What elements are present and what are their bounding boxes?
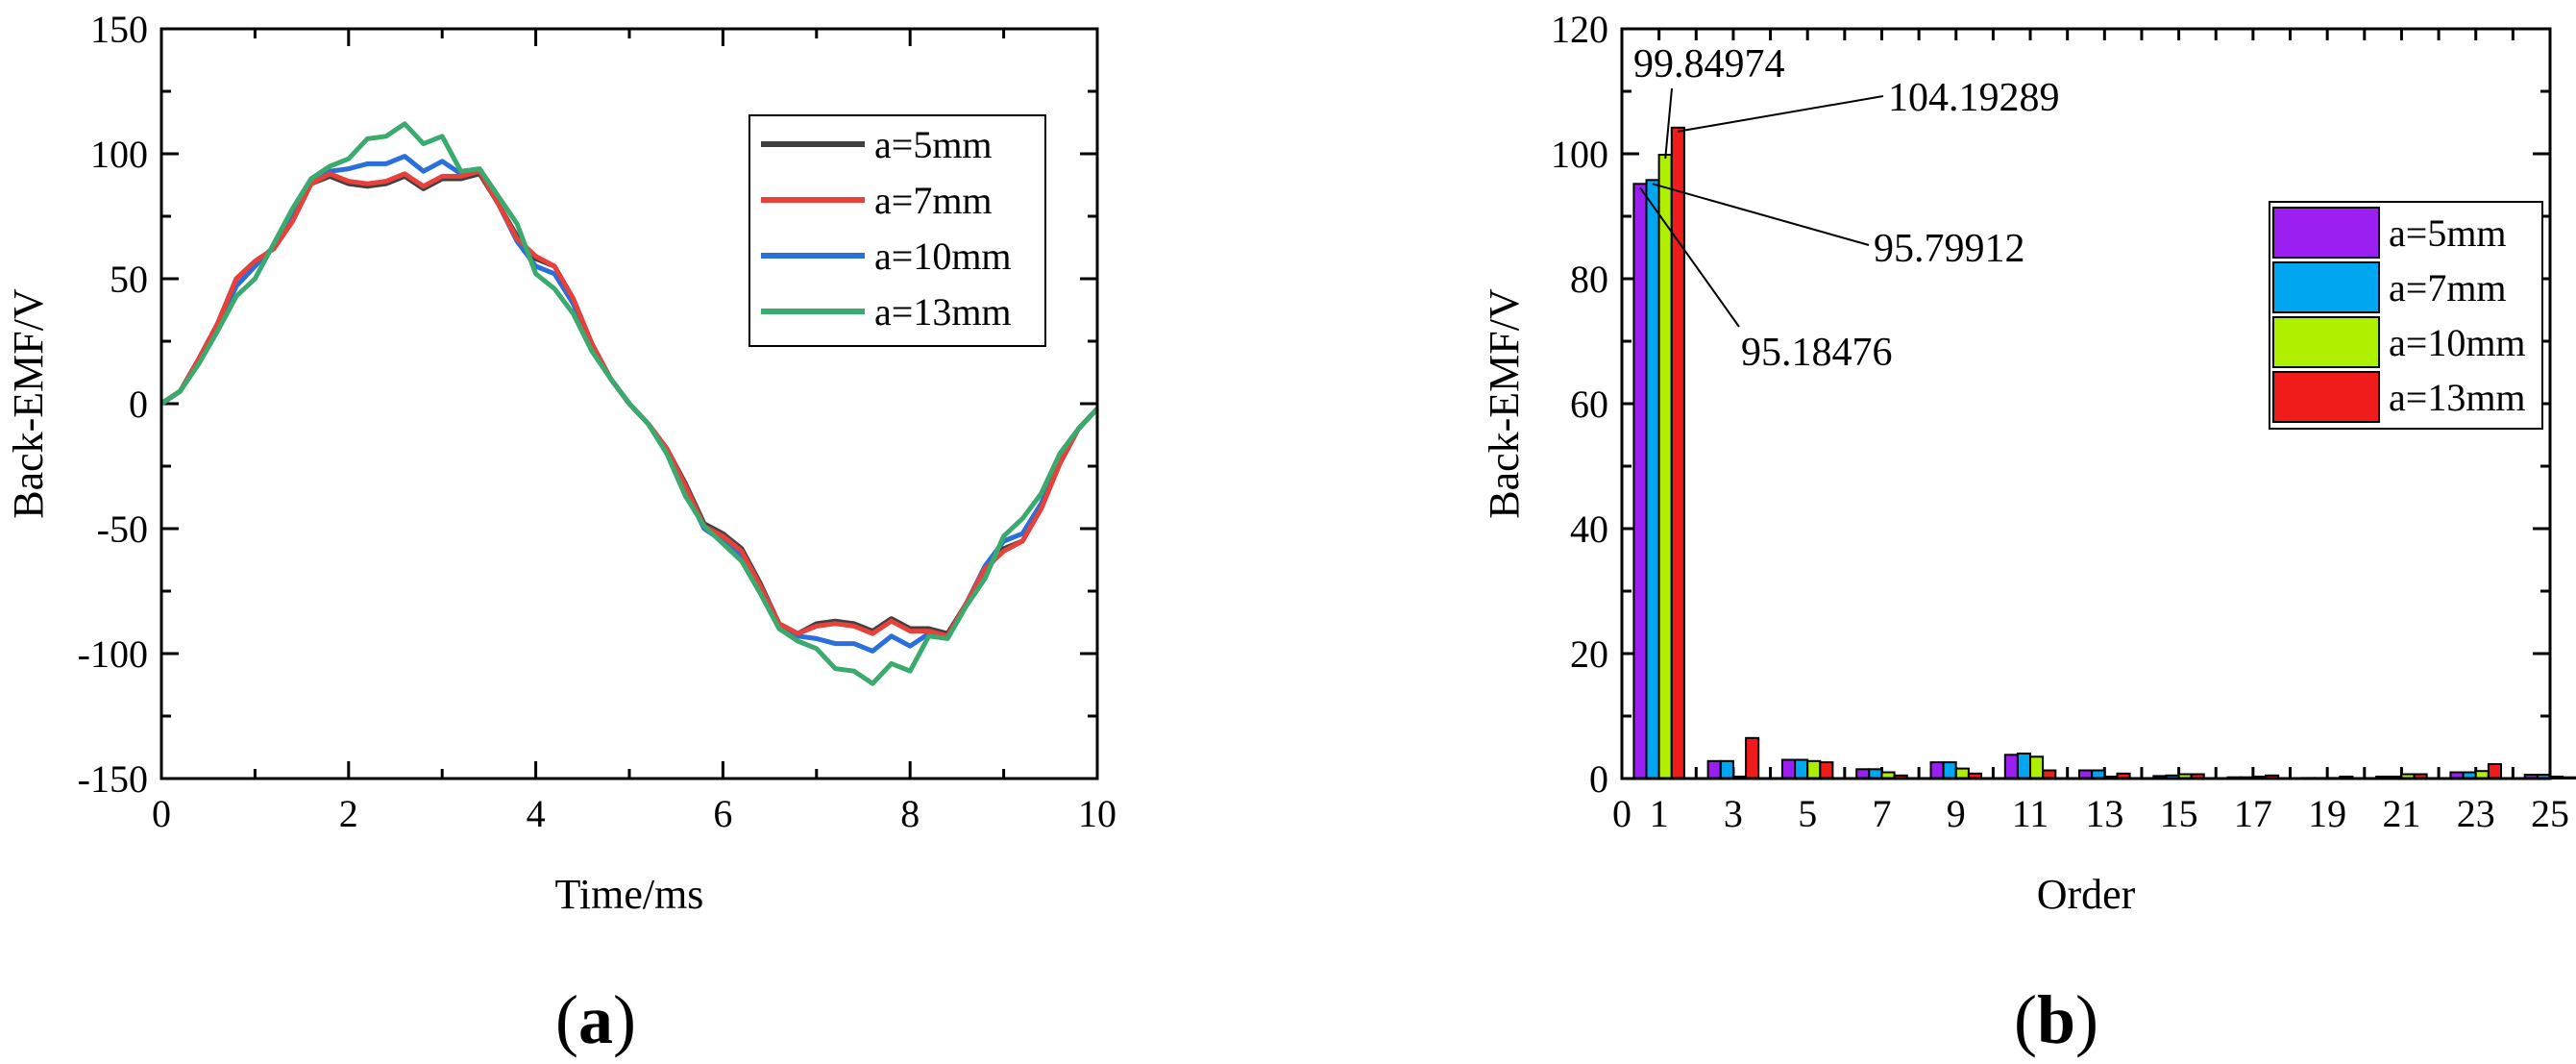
panel-b-bar-a=13mm-order-25: [2562, 776, 2576, 780]
panel-b-x-tick-label: 17: [2234, 792, 2272, 835]
panel-b-bar-a=5mm-order-5: [1780, 758, 1797, 779]
panel-b-annotations: 99.84974 104.19289 95.79912 95.18476: [1633, 42, 2060, 375]
panel-b-x-tick-label: 19: [2308, 792, 2346, 835]
panel-b-annotation-text: 99.84974: [1633, 42, 1785, 87]
panel-a-legend-label: a=13mm: [874, 290, 1012, 334]
panel-a-y-tick-label: -50: [97, 507, 148, 551]
panel-b-axes-frame: [1620, 27, 2552, 780]
panel-a-legend-label: a=10mm: [874, 235, 1012, 278]
panel-b-legend: a=5mm a=7mm a=10mm a=13mm: [2269, 201, 2543, 430]
panel-b-annotation-text: 95.18476: [1741, 331, 1893, 375]
panel-b-bar-a=7mm-order-3: [1719, 759, 1734, 779]
panel-b-y-tick-label: 60: [1570, 383, 1608, 426]
panel-b-legend-swatch: [2272, 316, 2380, 368]
panel-b-legend-swatch: [2272, 261, 2380, 313]
panel-b-bar-a=13mm-order-23: [2487, 763, 2502, 779]
panel-a-x-tick-label: 10: [1078, 792, 1116, 835]
panel-b-annotation-leader: [1664, 87, 1673, 160]
panel-a-y-tick-label: 50: [110, 258, 148, 301]
panel-b-y-tick-label: 120: [1551, 8, 1608, 51]
panel-b-legend-label: a=7mm: [2389, 266, 2507, 309]
panel-b-x-tick-label: 7: [1872, 792, 1891, 835]
panel-b-bar-a=10mm-order-5: [1806, 759, 1822, 779]
panel-b-x-tick-label: 23: [2457, 792, 2495, 835]
panel-a-y-tick-label: -100: [78, 632, 148, 676]
panel-b-bar-a=10mm-order-1: [1657, 154, 1673, 779]
panel-b-bar-a=7mm-order-9: [1942, 761, 1957, 779]
panel-a-x-axis-label: Time/ms: [555, 871, 704, 918]
panel-b-annotation-leader: [1652, 183, 1870, 246]
panel-b-bar-a=5mm-order-3: [1706, 759, 1722, 779]
panel-b-bar-a=10mm-order-25: [2549, 776, 2564, 779]
panel-b-y-tick-label: 100: [1551, 133, 1608, 176]
panel-a-legend-box: [748, 114, 1046, 347]
panel-b-x-tick-label: 9: [1947, 792, 1966, 835]
panel-a-y-tick-label: 100: [90, 133, 148, 176]
panel-b-annotation-leader: [1639, 186, 1740, 328]
panel-b-x-tick-label: 25: [2531, 792, 2569, 835]
panel-b-x-tick-label: 5: [1798, 792, 1817, 835]
panel-a-label: (a): [555, 981, 636, 1058]
panel-b-bar-a=13mm-order-3: [1745, 736, 1760, 780]
panel-b-bar-a=13mm-order-1: [1670, 126, 1685, 780]
panel-b-legend-swatch: [2272, 207, 2380, 259]
panel-b-y-axis-label: Back-EMF/V: [1481, 288, 1528, 519]
panel-a-series-line-a=13mm: [159, 121, 1099, 686]
panel-a-y-tick-label: 0: [129, 383, 148, 426]
panel-b-annotation-text: 95.79912: [1874, 227, 2025, 271]
panel-b-legend-label: a=13mm: [2389, 376, 2526, 419]
panel-a-x-tick-label: 2: [339, 792, 358, 835]
panel-a-legend-label: a=5mm: [874, 123, 993, 166]
panel-b-x-tick-label: 13: [2085, 792, 2123, 835]
panel-b-bar-a=5mm-order-1: [1632, 183, 1648, 780]
panel-a-legend-label: a=7mm: [874, 179, 993, 222]
panel-a-axes-frame: [159, 27, 1099, 780]
panel-b-y-tick-label: 80: [1570, 258, 1608, 301]
panel-a-x-tick-label: 4: [527, 792, 546, 835]
panel-b-annotation-leader: [1678, 95, 1884, 133]
panel-b-y-tick-label: 0: [1589, 757, 1608, 801]
panel-a-legend: a=5mm a=7mm a=10mm a=13mm: [748, 114, 1046, 347]
panel-b-bar-a=5mm-order-11: [2003, 754, 2019, 779]
panel-a-x-tick-label: 6: [713, 792, 732, 835]
panel-a-y-tick-label: -150: [78, 757, 148, 801]
panel-a-series: [159, 121, 1099, 686]
panel-b-x-tick-label: 15: [2160, 792, 2198, 835]
panel-b-x-tick-label: 11: [2012, 792, 2049, 835]
panel-a-line-chart: 0 2 4 6 8 10 -150 -100 -50 0 50 100 150 Time/ms Back…: [5, 8, 1116, 1058]
panel-b-y-tick-label: 20: [1570, 632, 1608, 676]
panel-b-x-tick-label: 3: [1724, 792, 1743, 835]
panel-b-x-tick-label: 21: [2382, 792, 2420, 835]
panel-a-x-tick-label: 8: [900, 792, 920, 835]
panel-b-annotation-text: 104.19289: [1888, 76, 2060, 120]
panel-b-bar-a=7mm-order-11: [2016, 753, 2031, 779]
panel-b-bar-a=7mm-order-5: [1794, 758, 1809, 779]
panel-b-legend-swatch: [2272, 371, 2380, 423]
panel-b-legend-label: a=10mm: [2389, 321, 2526, 364]
panel-b-bar-a=5mm-order-9: [1929, 761, 1945, 779]
panel-a-y-tick-label: 150: [90, 8, 148, 51]
panel-a-y-axis-label: Back-EMF/V: [5, 288, 52, 519]
panel-b-legend-label: a=5mm: [2389, 211, 2507, 255]
panel-b-y-tick-label: 40: [1570, 507, 1608, 551]
panel-a-tick-labels: 0 2 4 6 8 10 -150 -100 -50 0 50 100 150: [78, 8, 1116, 835]
panel-b-x-axis-label: Order: [2037, 871, 2136, 918]
panel-b-x-tick-label: 0: [1612, 792, 1631, 835]
panel-b-bar-a=7mm-order-1: [1645, 179, 1660, 780]
panel-b-label: (b): [2014, 981, 2098, 1058]
panel-b-bar-a=10mm-order-11: [2029, 755, 2045, 780]
panel-a-x-tick-label: 0: [152, 792, 171, 835]
panel-b-bar-a=13mm-order-5: [1819, 761, 1834, 779]
panel-b-x-tick-label: 1: [1650, 792, 1669, 835]
panel-b-bar-a=10mm-order-9: [1954, 767, 1970, 779]
